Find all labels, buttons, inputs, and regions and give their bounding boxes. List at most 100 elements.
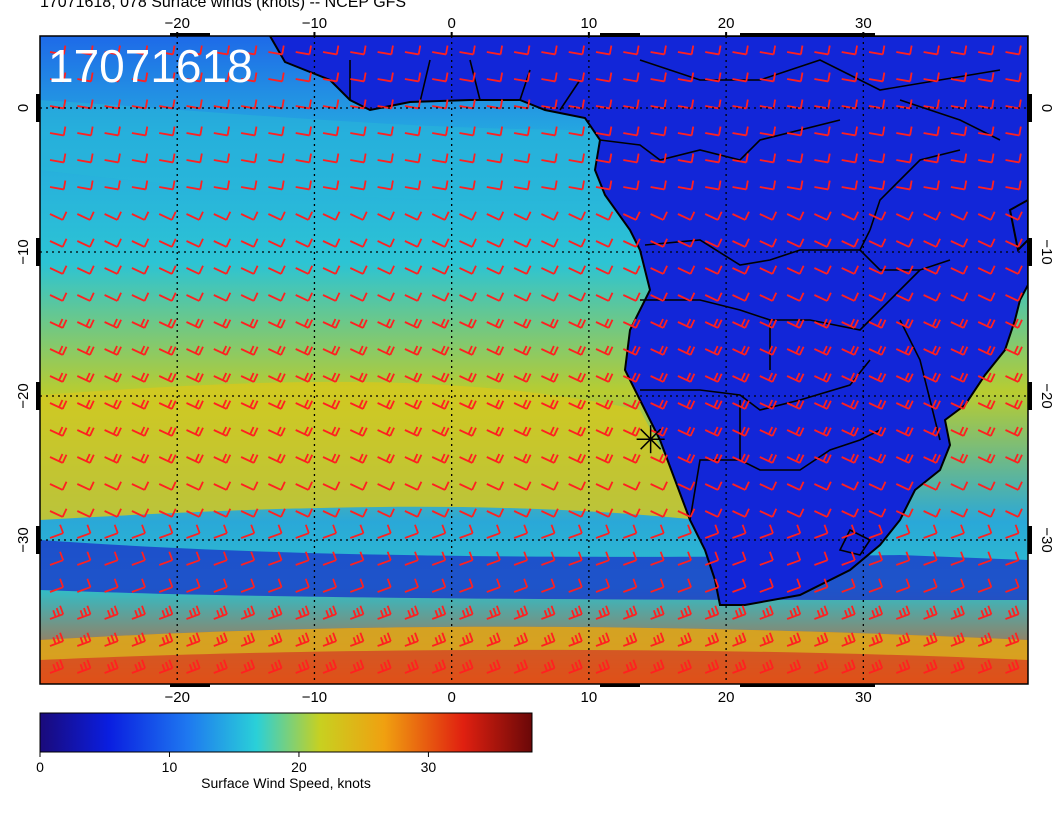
lat-tick-label-right: 0: [1038, 104, 1055, 112]
wind-barb: [595, 211, 614, 221]
wind-barb: [159, 153, 176, 164]
wind-barb: [841, 265, 860, 275]
wind-barb: [377, 399, 395, 410]
wind-barb: [950, 551, 965, 566]
wind-barb: [459, 238, 477, 248]
wind-barb: [677, 481, 696, 491]
wind-barb: [759, 453, 778, 464]
wind-barb: [1005, 292, 1023, 302]
wind-barb: [377, 551, 392, 566]
wind-barb: [377, 345, 395, 356]
wind-barb: [76, 265, 95, 275]
wind-barb: [513, 551, 529, 566]
wind-barb: [923, 481, 941, 491]
wind-barb: [322, 605, 338, 620]
wind-barb: [677, 426, 696, 437]
wind-barb: [1005, 551, 1020, 566]
wind-barb: [159, 45, 176, 56]
wind-barb: [841, 99, 858, 110]
wind-barb: [76, 292, 95, 302]
wind-barb: [677, 508, 696, 518]
wind-barb: [49, 126, 67, 137]
wind-barb: [541, 372, 559, 383]
wind-barb: [432, 126, 449, 137]
wind-barb: [704, 578, 720, 593]
wind-barb: [814, 551, 829, 566]
wind-barb: [759, 99, 777, 110]
wind-barb: [568, 153, 585, 164]
wind-barb: [431, 211, 450, 221]
wind-barb: [677, 126, 695, 137]
wind-barb: [595, 578, 611, 593]
wind-barb: [650, 481, 668, 491]
wind-barb: [786, 508, 805, 518]
lon-tick-label-top: 30: [855, 15, 872, 32]
wind-barb: [895, 453, 914, 464]
wind-barb: [759, 72, 777, 83]
wind-barb: [104, 153, 121, 164]
wind-barb: [595, 72, 613, 83]
wind-barb: [486, 99, 504, 110]
wind-barb: [377, 659, 392, 674]
wind-barb: [977, 659, 993, 674]
wind-barb: [650, 126, 667, 137]
wind-barb: [268, 292, 286, 302]
wind-barb: [704, 345, 723, 356]
wind-barb: [977, 508, 996, 518]
wind-barb: [131, 508, 150, 518]
wind-barb: [595, 605, 611, 620]
wind-barb: [131, 72, 149, 83]
wind-barb: [786, 211, 805, 221]
wind-barb: [650, 72, 667, 83]
wind-barb: [186, 126, 203, 137]
wind-barb: [349, 453, 368, 464]
wind-barb: [732, 399, 750, 410]
wind-barb: [814, 372, 832, 383]
wind-barb: [923, 605, 938, 620]
wind-barb: [104, 632, 119, 647]
lat-tick-label-right: −30: [1038, 527, 1055, 552]
wind-barb: [268, 659, 283, 674]
wind-barb: [814, 45, 831, 56]
wind-barb: [541, 399, 559, 410]
wind-barb: [841, 126, 858, 137]
wind-barb: [623, 45, 640, 56]
wind-barb: [1005, 372, 1023, 383]
wind-barb: [650, 399, 668, 410]
wind-barb: [349, 426, 368, 437]
wind-barb: [705, 72, 722, 83]
wind-barb: [732, 238, 750, 248]
wind-barb: [814, 481, 832, 491]
wind-barb: [76, 318, 95, 329]
wind-barb: [759, 632, 774, 647]
wind-barb: [49, 265, 68, 275]
lat-tick-label-left: 0: [15, 104, 32, 112]
wind-barb: [158, 318, 177, 329]
wind-barb: [950, 605, 965, 620]
wind-barb: [213, 372, 232, 383]
wind-barb: [322, 481, 341, 491]
wind-barb: [240, 72, 258, 83]
wind-barb: [841, 180, 858, 191]
wind-barb: [759, 578, 774, 593]
wind-barb: [868, 211, 887, 221]
wind-barb: [486, 292, 505, 302]
wind-barb: [978, 153, 995, 164]
wind-barb: [240, 453, 259, 464]
wind-barb: [268, 72, 285, 83]
wind-barb: [1005, 211, 1023, 221]
wind-barb: [131, 265, 150, 275]
wind-barb: [404, 453, 423, 464]
wind-barb: [513, 426, 532, 437]
wind-barb: [186, 481, 204, 491]
wind-barb: [104, 481, 122, 491]
wind-barb: [49, 659, 65, 674]
wind-barb: [240, 524, 256, 539]
wind-barb: [868, 292, 887, 302]
wind-barb: [159, 99, 176, 110]
wind-barb: [459, 508, 477, 518]
wind-barb: [595, 508, 614, 518]
wind-barb: [595, 426, 614, 437]
wind-barb: [268, 126, 285, 137]
wind-barb: [213, 551, 228, 566]
